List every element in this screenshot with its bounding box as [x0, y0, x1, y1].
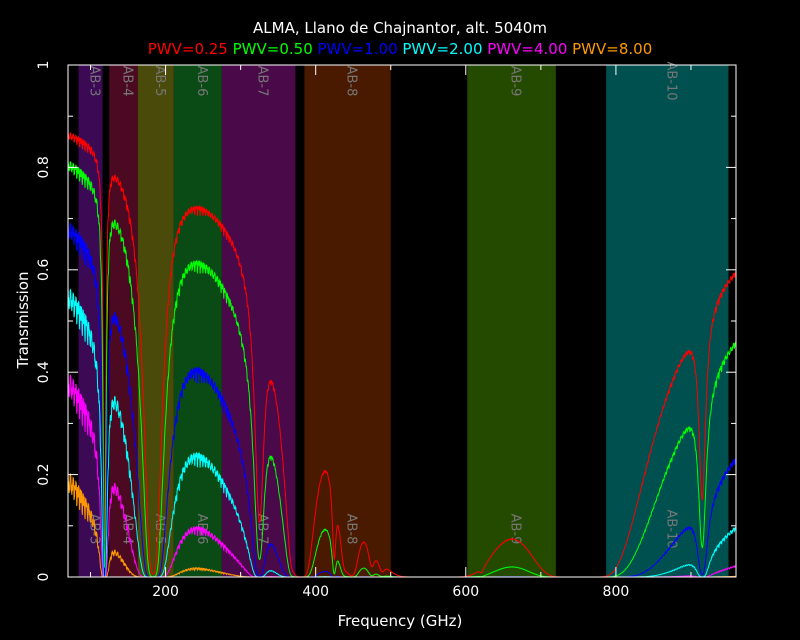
band-ab-9 [467, 65, 556, 577]
band-ab-5 [137, 65, 174, 577]
series-line-0 [67, 131, 737, 578]
band-label-top: AB-7 [255, 66, 270, 97]
band-label-top: AB-6 [194, 66, 209, 97]
legend-entry: PWV=4.00 [482, 40, 567, 58]
band-label-bottom: AB-10 [663, 509, 678, 548]
x-tick-label: 200 [152, 584, 179, 600]
band-label-top: AB-8 [344, 66, 359, 97]
band-ab-6 [173, 65, 222, 577]
y-tick-label: 0 [36, 573, 52, 582]
band-label-top: AB-4 [120, 66, 135, 97]
band-label-bottom: AB-3 [87, 514, 102, 545]
band-label-top: AB-9 [508, 66, 523, 97]
band-ab-10 [606, 65, 729, 577]
band-label-bottom: AB-8 [344, 514, 359, 545]
band-label-top: AB-5 [152, 66, 167, 97]
y-tick-label: 1 [36, 61, 52, 70]
x-tick-label: 400 [302, 584, 329, 600]
y-tick-label: 0.2 [36, 463, 52, 485]
legend-entry: PWV=2.00 [398, 40, 483, 58]
legend-entry: PWV=8.00 [567, 40, 652, 58]
band-label-top: AB-3 [87, 66, 102, 97]
band-label-bottom: AB-7 [255, 514, 270, 545]
legend-entry: PWV=0.25 [148, 40, 228, 58]
axes: 200 400 600 800 0 0.2 0.4 0.6 0.8 1 [36, 61, 737, 600]
band-label-top: AB-10 [663, 61, 678, 100]
y-axis-label: Transmission [14, 272, 32, 370]
x-tick-label: 800 [603, 584, 630, 600]
chart-title: ALMA, Llano de Chajnantor, alt. 5040m [253, 19, 547, 37]
y-tick-label: 0.6 [36, 259, 52, 281]
x-tick-label: 600 [452, 584, 479, 600]
y-tick-label: 0.4 [36, 361, 52, 383]
legend-entry: PWV=1.00 [313, 40, 398, 58]
band-label-bottom: AB-5 [152, 514, 167, 545]
x-axis-label: Frequency (GHz) [338, 612, 463, 630]
legend: PWV=0.25 PWV=0.50 PWV=1.00 PWV=2.00 PWV=… [148, 40, 652, 58]
y-tick-label: 0.8 [36, 156, 52, 178]
legend-entry: PWV=0.50 [228, 40, 313, 58]
band-ab-7 [221, 65, 296, 577]
band-label-bottom: AB-9 [508, 514, 523, 545]
